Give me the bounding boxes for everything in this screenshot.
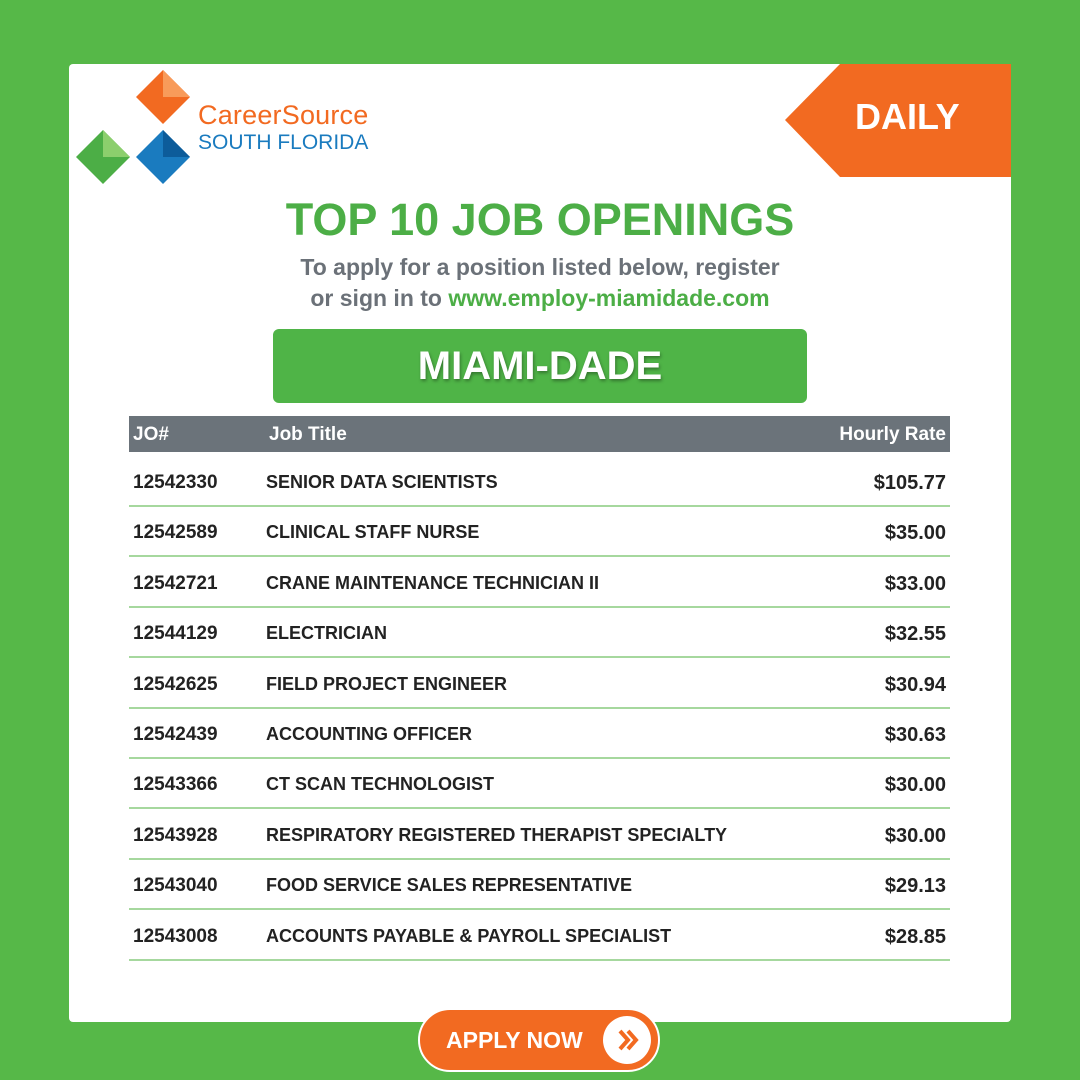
job-number: 12543366 [133, 774, 218, 796]
job-title: CRANE MAINTENANCE TECHNICIAN II [266, 572, 599, 593]
table-row: 12543040 FOOD SERVICE SALES REPRESENTATIV… [129, 860, 950, 911]
table-row: 12542330 SENIOR DATA SCIENTISTS $105.77 [129, 457, 950, 507]
table-row: 12542721 CRANE MAINTENANCE TECHNICIAN II $… [129, 558, 950, 608]
table-row: 12544129 ELECTRICIAN $32.55 [129, 608, 950, 659]
table-row: 12543008 ACCOUNTS PAYABLE & PAYROLL SPECI… [129, 911, 950, 961]
job-number: 12543040 [133, 875, 218, 897]
hourly-rate: $35.00 [884, 522, 946, 545]
job-title: RESPIRATORY REGISTERED THERAPIST SPECIAL… [266, 824, 728, 845]
table-header: JO# Job Title Hourly Rate [129, 416, 950, 452]
column-header: JO# [133, 424, 169, 445]
column-header: Hourly Rate [839, 424, 946, 445]
table-row: 12543366 CT SCAN TECHNOLOGIST $30.00 [129, 759, 950, 810]
logo-diamond-orange-shade [163, 70, 190, 97]
job-number: 12542625 [133, 673, 218, 695]
subtitle-text: or sign in to [310, 285, 442, 311]
table-row: 12543928 RESPIRATORY REGISTERED THERAPIST… [129, 810, 950, 860]
job-number: 12542330 [133, 472, 218, 493]
badge-shape [785, 64, 1011, 177]
job-title: FOOD SERVICE SALES REPRESENTATIVE [266, 875, 633, 896]
hourly-rate: $105.77 [873, 472, 946, 494]
subtitle-line2: or sign in to www.employ-miamidade.com [0, 285, 1080, 312]
hourly-rate: $30.00 [884, 824, 946, 847]
table-row: 12542439 ACCOUNTING OFFICER $30.63 [129, 709, 950, 759]
job-number: 12542439 [133, 724, 218, 745]
hourly-rate: $30.00 [884, 774, 946, 797]
job-title: ELECTRICIAN [266, 623, 387, 644]
hourly-rate: $30.63 [884, 724, 946, 746]
job-title: CT SCAN TECHNOLOGIST [266, 774, 494, 795]
subtitle-line1: To apply for a position listed below, re… [300, 254, 780, 280]
logo-diamond-green-shade [103, 130, 130, 157]
title: TOP 10 JOB OPENINGS [285, 194, 795, 245]
job-title: SENIOR DATA SCIENTISTS [266, 472, 498, 492]
hourly-rate: $30.94 [884, 673, 946, 696]
job-title: ACCOUNTS PAYABLE & PAYROLL SPECIALIST [266, 925, 672, 946]
job-number: 12542589 [133, 522, 218, 544]
card [69, 64, 1011, 1022]
hourly-rate: $28.85 [884, 925, 946, 948]
table-row: 12542589 CLINICAL STAFF NURSE $35.00 [129, 507, 950, 558]
hourly-rate: $29.13 [884, 875, 946, 898]
link[interactable]: www.employ-miamidade.com [448, 285, 770, 311]
job-number: 12543008 [133, 925, 218, 947]
job-title: FIELD PROJECT ENGINEER [266, 673, 508, 694]
job-title: CLINICAL STAFF NURSE [266, 522, 480, 543]
button-icon[interactable] [600, 1014, 654, 1068]
region: MIAMI-DADE [273, 329, 807, 403]
job-number: 12543928 [133, 824, 218, 846]
logo-diamond-blue-shade [163, 130, 190, 157]
job-title: ACCOUNTING OFFICER [266, 724, 472, 744]
column-header: Job Title [269, 424, 347, 445]
apply-button-text[interactable]: APPLY NOW [446, 1027, 583, 1053]
hourly-rate: $32.55 [884, 623, 946, 646]
icon-chevron [618, 1029, 631, 1051]
job-number: 12542721 [133, 572, 218, 594]
hourly-rate: $33.00 [884, 572, 946, 595]
logo-line2: SOUTH FLORIDA [198, 131, 369, 154]
icon-chevron [626, 1029, 639, 1051]
badge: DAILY [855, 96, 960, 137]
logo-line1: CareerSource [198, 100, 369, 130]
job-number: 12544129 [133, 623, 218, 645]
table-row: 12542625 FIELD PROJECT ENGINEER $30.94 [129, 659, 950, 709]
